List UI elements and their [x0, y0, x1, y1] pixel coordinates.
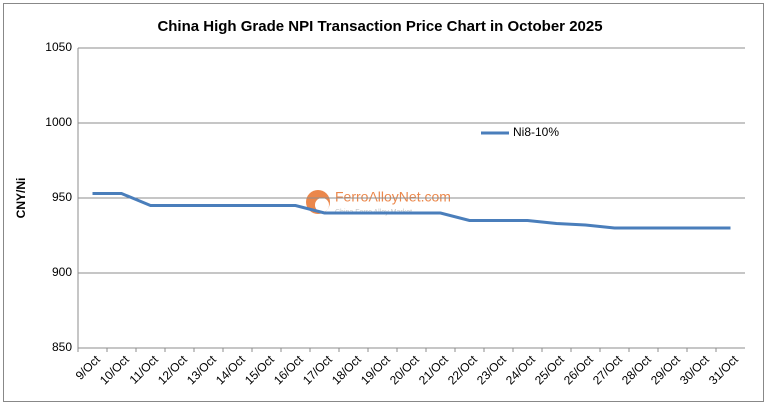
y-tick-label: 1000 — [45, 115, 72, 129]
y-tick-label: 850 — [52, 340, 72, 354]
y-axis-label: CNY/Ni — [14, 178, 28, 219]
series-line — [92, 192, 731, 230]
legend-label: Ni8-10% — [513, 125, 559, 139]
y-tick-label: 900 — [52, 265, 72, 279]
y-tick-label: 950 — [52, 190, 72, 204]
watermark-text: FerroAlloyNet.com — [335, 189, 451, 205]
chart-border — [3, 3, 764, 402]
watermark-logo — [315, 198, 329, 212]
chart-title: China High Grade NPI Transaction Price C… — [157, 18, 602, 35]
y-tick-label: 1050 — [45, 40, 72, 54]
